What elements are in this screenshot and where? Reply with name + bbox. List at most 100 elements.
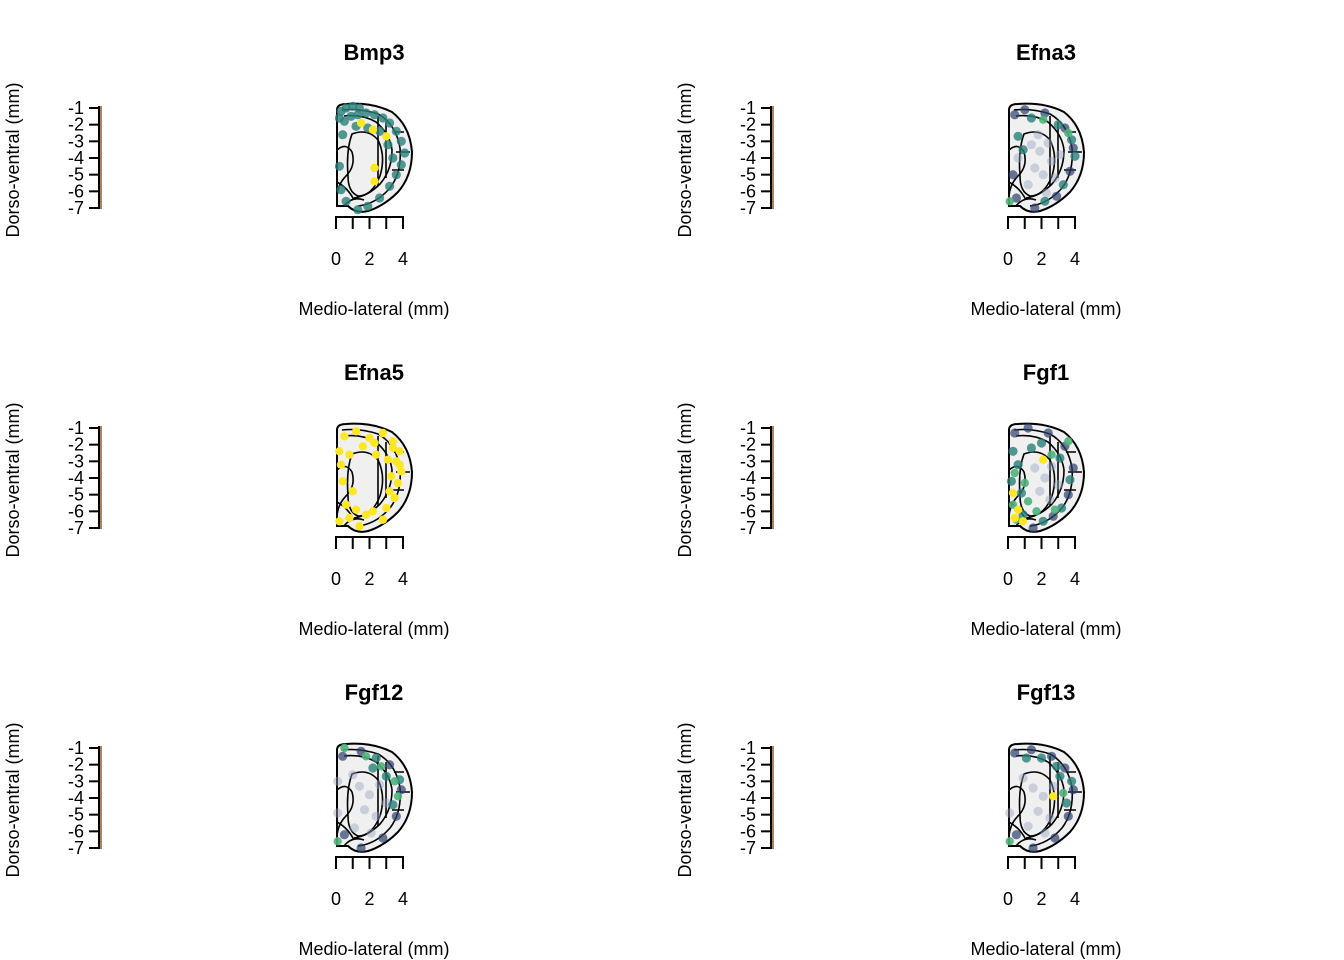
- data-point: [366, 828, 376, 838]
- y-tick-label: -1: [68, 98, 84, 118]
- y-tick-label: -4: [740, 468, 756, 488]
- data-point: [340, 432, 349, 441]
- x-tick-label: 4: [398, 249, 408, 269]
- y-tick-label: -7: [740, 518, 756, 538]
- y-tick-label: -3: [68, 451, 84, 471]
- data-point: [355, 522, 364, 531]
- data-point: [1028, 843, 1038, 853]
- x-axis-label: Medio-lateral (mm): [970, 619, 1121, 639]
- y-tick-label: -5: [68, 805, 84, 825]
- data-point: [1055, 453, 1065, 463]
- data-point: [1040, 828, 1050, 838]
- data-point: [393, 478, 403, 488]
- data-point: [390, 493, 399, 503]
- data-point: [1067, 135, 1077, 145]
- data-point: [1045, 495, 1055, 505]
- data-point: [348, 770, 358, 780]
- data-point: [1043, 138, 1053, 148]
- data-point: [1011, 193, 1021, 203]
- data-point: [1070, 151, 1080, 161]
- x-tick-label: 4: [1070, 569, 1080, 589]
- data-point: [371, 753, 381, 763]
- panel-bmp3: Bmp3 Dorso-ventral (mm) Medio-lateral (mm)…: [3, 40, 450, 319]
- data-point: [1023, 423, 1033, 433]
- data-point: [378, 113, 388, 123]
- y-axis-label: Dorso-ventral (mm): [3, 402, 23, 557]
- data-point: [351, 427, 361, 436]
- data-point: [368, 763, 378, 773]
- data-point: [1060, 763, 1070, 773]
- data-point: [1055, 150, 1065, 160]
- striatum-outline: [346, 771, 384, 837]
- cortex-layer-line: [1015, 434, 1065, 519]
- x-tick-label: 4: [1070, 249, 1080, 269]
- data-point: [361, 108, 371, 118]
- data-point: [385, 760, 395, 770]
- data-point: [378, 833, 388, 843]
- data-point: [1067, 776, 1077, 786]
- data-point: [1052, 761, 1062, 771]
- data-point: [333, 776, 343, 786]
- x-tick-label: 4: [398, 889, 408, 909]
- y-tick-label: -4: [68, 468, 84, 488]
- data-point: [368, 125, 378, 134]
- data-point: [1039, 455, 1048, 464]
- data-point: [338, 751, 348, 761]
- data-point: [356, 843, 366, 853]
- cortex-layer-line: [343, 114, 393, 199]
- data-point: [1041, 188, 1052, 198]
- data-point: [368, 507, 378, 516]
- data-point: [1013, 153, 1023, 163]
- data-point: [341, 196, 351, 206]
- x-tick-label: 4: [398, 569, 408, 589]
- data-point: [1010, 468, 1019, 478]
- data-point: [1030, 163, 1040, 173]
- data-point: [388, 443, 398, 453]
- y-tick-label: -1: [740, 98, 756, 118]
- panel-title: Efna3: [1016, 40, 1076, 65]
- data-point: [1005, 808, 1015, 818]
- y-tick-label: -6: [68, 501, 84, 521]
- y-tick-label: -4: [740, 788, 756, 808]
- y-tick-label: -5: [740, 165, 756, 185]
- brain-section-outline: [336, 422, 414, 533]
- y-tick-label: -5: [740, 805, 756, 825]
- ventral-region-line: [1008, 821, 1037, 847]
- x-axis-label: Medio-lateral (mm): [970, 939, 1121, 959]
- ventral-region-line: [336, 821, 365, 847]
- data-point: [359, 805, 370, 815]
- data-point: [388, 437, 398, 446]
- data-point: [1011, 830, 1021, 840]
- data-point: [354, 781, 364, 791]
- data-point: [395, 447, 404, 456]
- data-point: [1065, 166, 1075, 176]
- data-point: [1058, 180, 1068, 190]
- data-point: [1047, 751, 1057, 761]
- data-point: [388, 800, 398, 810]
- data-point: [1064, 437, 1073, 446]
- panel-title: Efna5: [344, 360, 404, 385]
- x-tick-label: 2: [364, 569, 374, 589]
- data-point: [381, 771, 391, 781]
- septum-line: [336, 465, 354, 517]
- data-point: [361, 752, 371, 761]
- data-point: [1020, 478, 1029, 488]
- panel-efna5: Efna5 Dorso-ventral (mm) Medio-lateral (mm…: [3, 360, 450, 639]
- data-point: [396, 136, 406, 146]
- data-point: [1068, 143, 1078, 153]
- data-point: [1048, 511, 1058, 521]
- data-point: [1023, 821, 1033, 831]
- x-tick-label: 4: [1070, 889, 1080, 909]
- data-point: [1026, 443, 1036, 453]
- cortical-area-boundaries: [1049, 436, 1082, 506]
- septum-line: [1008, 145, 1026, 197]
- x-tick-label: 2: [1036, 569, 1046, 589]
- data-point: [1059, 788, 1068, 798]
- y-tick-label: -2: [740, 115, 756, 135]
- data-point: [1020, 105, 1030, 115]
- y-tick-label: -3: [68, 771, 84, 791]
- x-axis-label: Medio-lateral (mm): [298, 299, 449, 319]
- data-point: [1065, 475, 1075, 485]
- data-point: [334, 161, 344, 171]
- data-point: [1050, 173, 1060, 183]
